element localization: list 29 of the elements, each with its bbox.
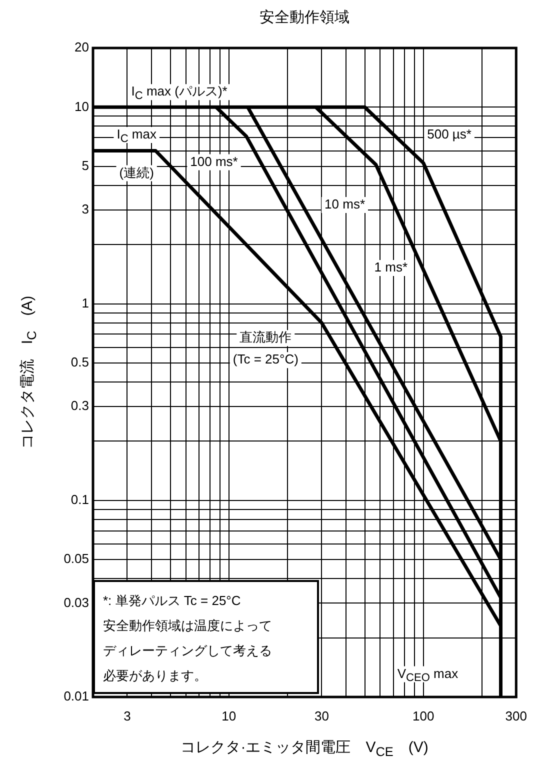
y-axis-title: コレクタ電流 IC (A): [19, 296, 40, 450]
y-tick-label: 0.01: [64, 688, 89, 704]
y-tick-label: 0.1: [70, 492, 89, 507]
y-tick-label: 10: [74, 98, 89, 114]
annotation: 100 ms*: [190, 154, 238, 169]
y-tick-label: 0.05: [64, 551, 89, 566]
y-tick-label: 3: [82, 202, 89, 217]
x-tick-label: 30: [314, 708, 329, 724]
annotation: 10 ms*: [324, 196, 366, 212]
y-tick-label: 0.3: [70, 398, 89, 414]
annotation: 1 ms*: [374, 260, 408, 275]
annotation: *: 単発パルス Tc = 25°C: [103, 592, 242, 610]
y-tick-label: 0.5: [70, 354, 89, 370]
y-tick-label: 20: [74, 40, 89, 55]
y-tick-label: 1: [82, 295, 89, 310]
annotation: (連続): [119, 164, 154, 180]
x-tick-label: 3: [124, 708, 131, 724]
y-tick-label: 5: [82, 158, 89, 173]
x-tick-label: 10: [222, 708, 236, 724]
chart-title: 安全動作領域: [260, 9, 350, 26]
annotation: 500 µs*: [427, 126, 472, 142]
annotation: ディレーティングして考える: [103, 642, 273, 660]
y-tick-label: 0.03: [64, 594, 89, 610]
annotation: 安全動作領域は温度によって: [103, 617, 273, 635]
x-tick-label: 100: [412, 708, 434, 724]
annotation: 必要があります。: [103, 667, 208, 685]
x-tick-label: 300: [505, 708, 528, 724]
annotation: 直流動作: [240, 330, 292, 345]
annotation: (Tc = 25°C): [232, 352, 298, 367]
